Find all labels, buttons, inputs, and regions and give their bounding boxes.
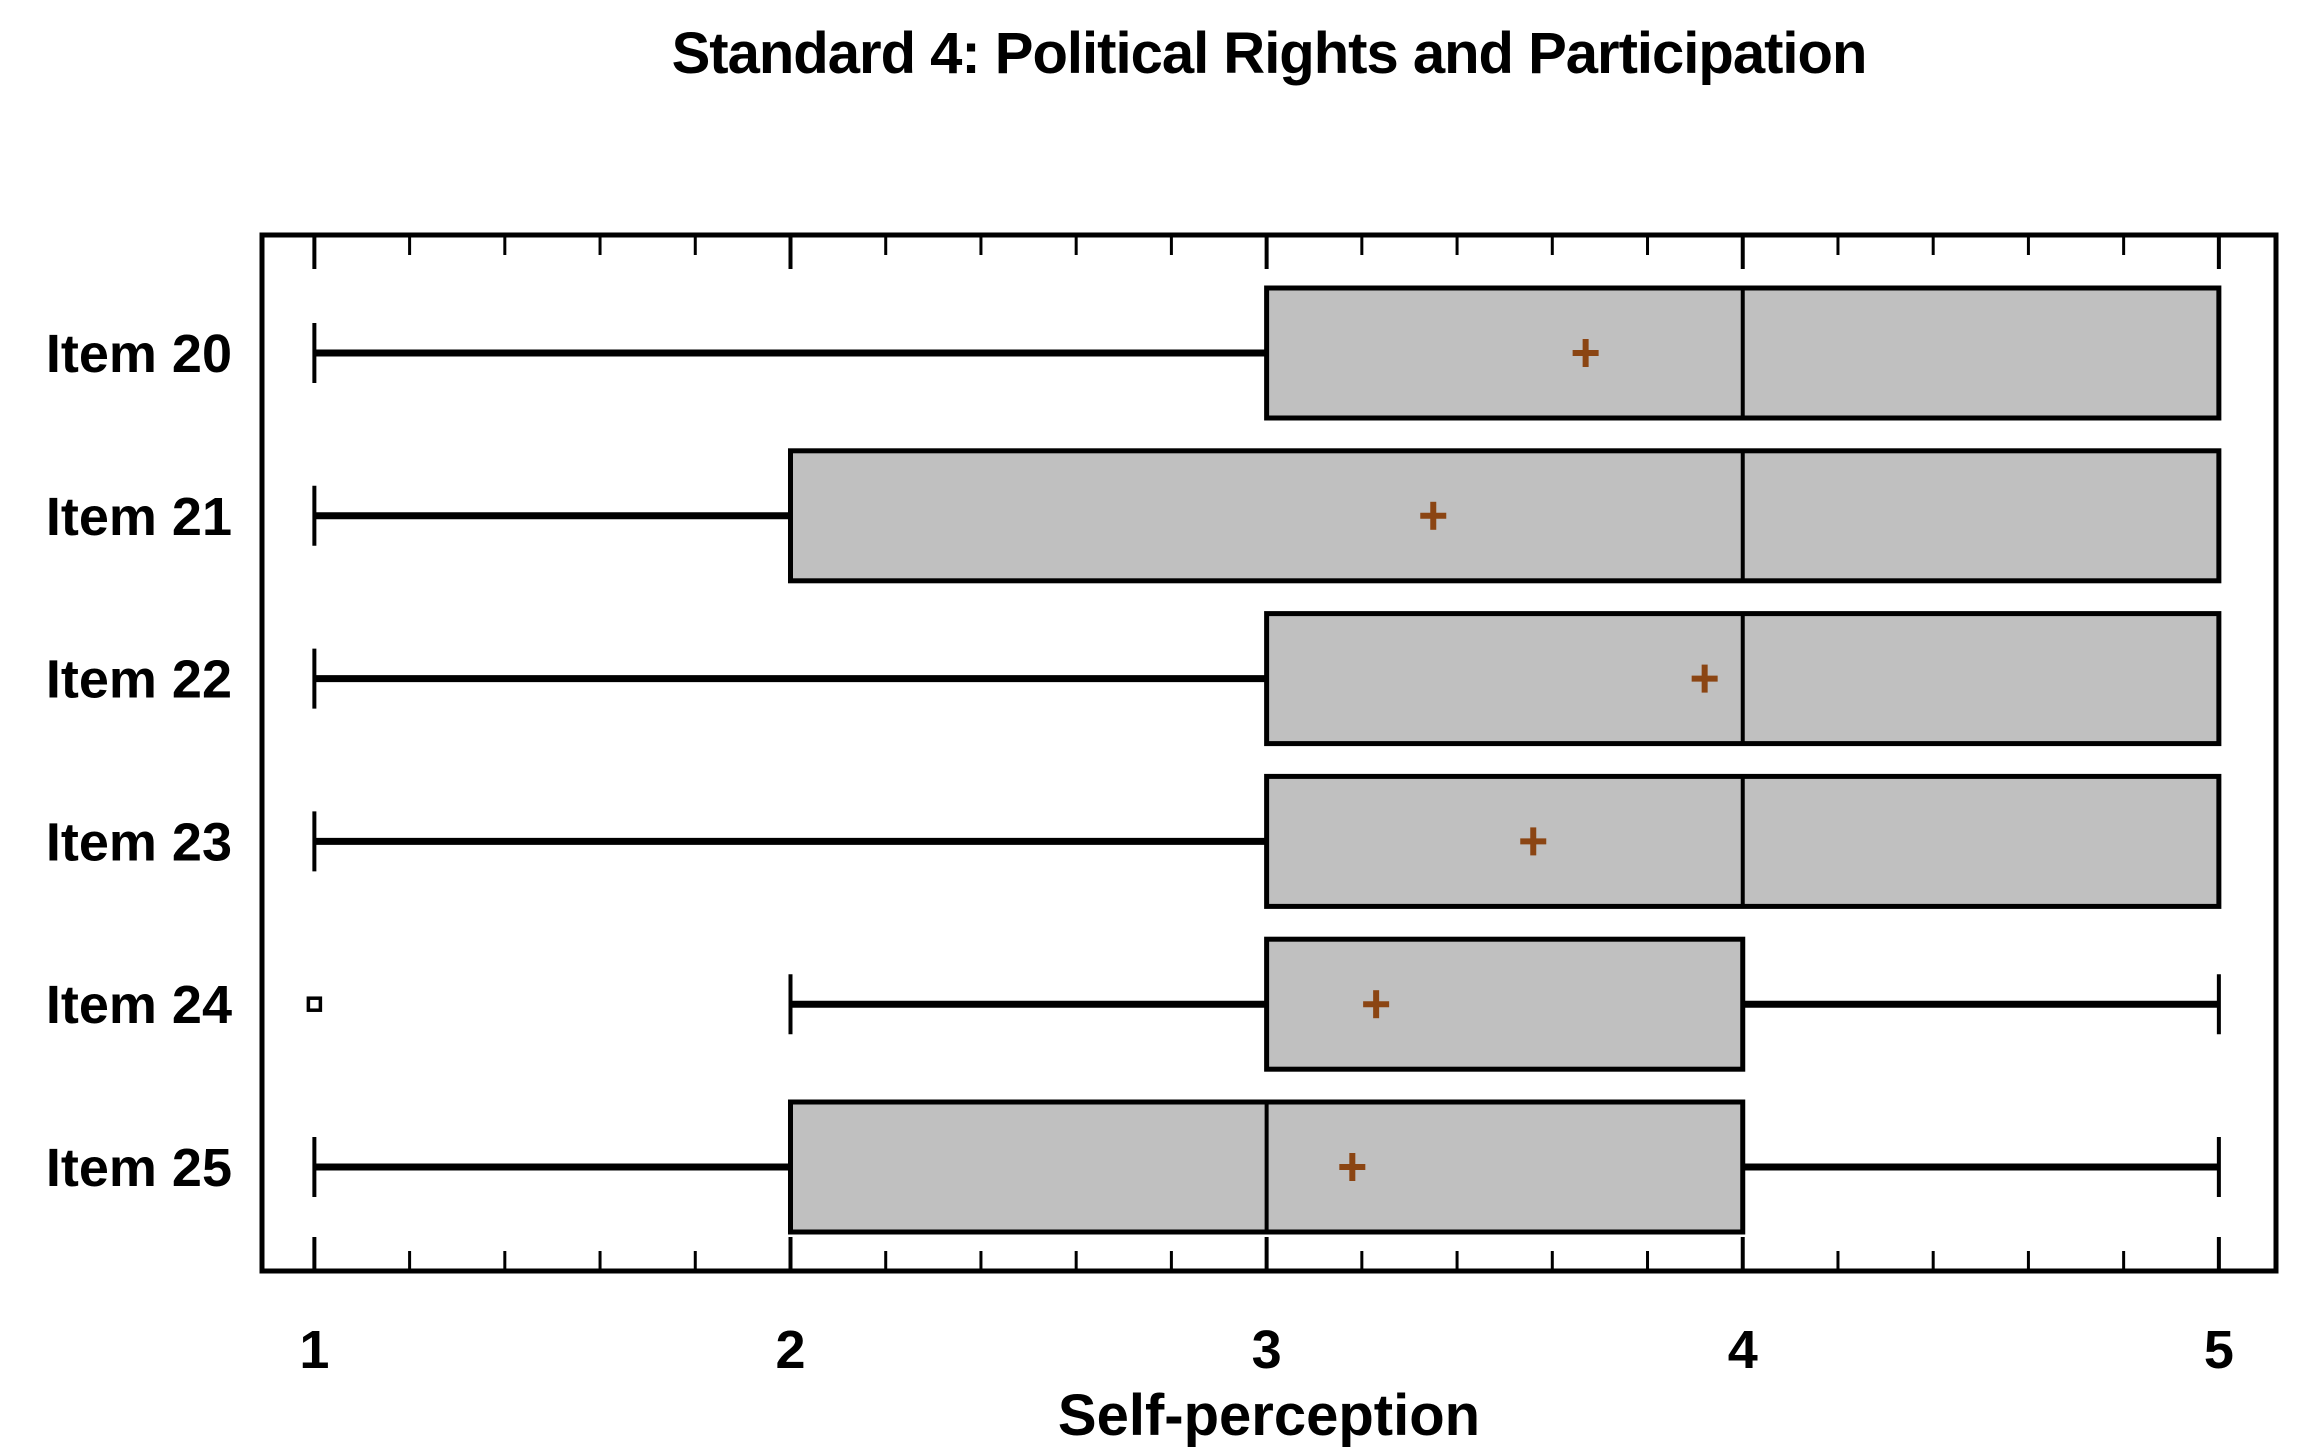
y-axis-label: Item 23 [46,812,232,872]
chart-title: Standard 4: Political Rights and Partici… [671,21,1868,86]
y-axis-label: Item 20 [46,324,232,384]
x-tick-label: 4 [1728,1320,1758,1380]
y-axis-label: Item 21 [46,487,232,547]
x-tick-label: 5 [2204,1320,2234,1380]
plot-frame [259,232,2279,1274]
y-axis-label: Item 24 [46,975,232,1035]
box [1264,936,1746,1072]
outlier-marker [306,996,323,1012]
x-axis-label: Self-perception [1057,1383,1481,1448]
x-tick-label: 3 [1252,1320,1282,1380]
x-tick-label: 2 [775,1320,805,1380]
y-axis-label: Item 22 [46,650,232,710]
y-axis-label: Item 25 [46,1138,232,1198]
box [787,448,2222,584]
x-tick-label: 1 [299,1320,329,1380]
